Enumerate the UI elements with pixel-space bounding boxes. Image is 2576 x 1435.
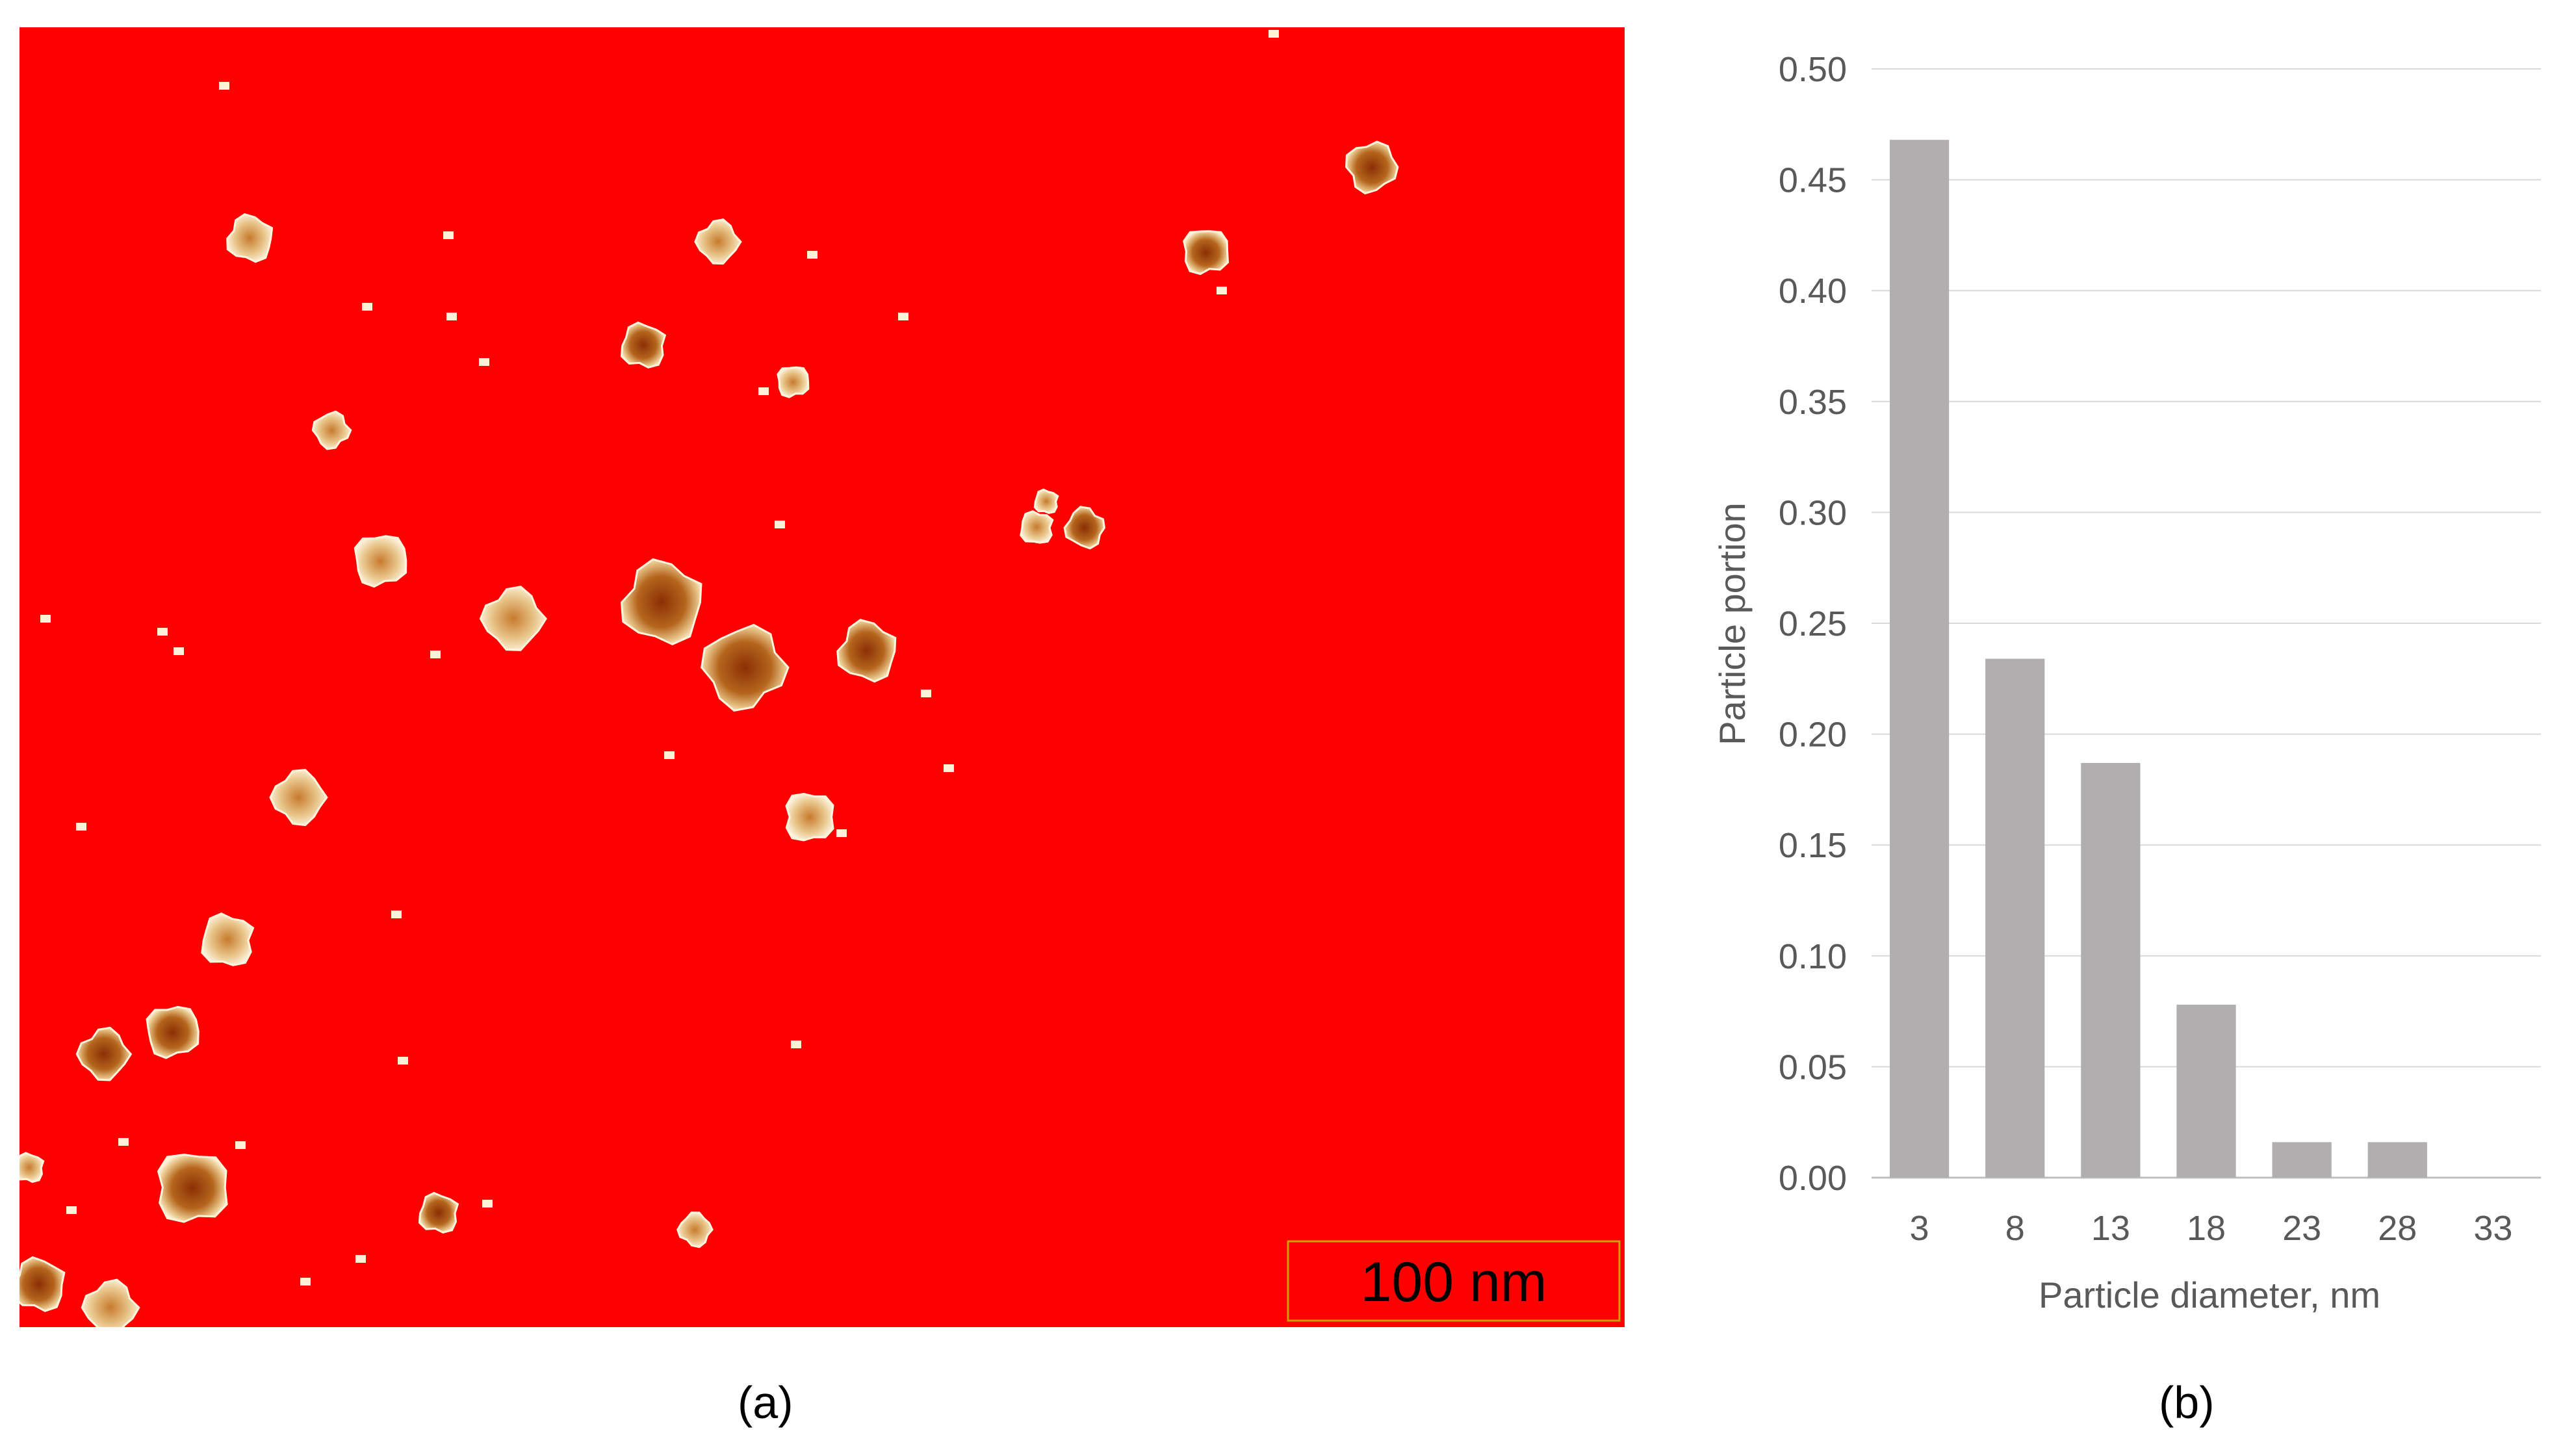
y-tick-label: 0.00 (1779, 1159, 1847, 1198)
bar-23 (2272, 1142, 2332, 1178)
x-tick-labels: 3 8 13 18 23 28 33 (1910, 1209, 2513, 1248)
particle (785, 792, 834, 842)
particle (620, 321, 667, 368)
scale-bar-label: 100 nm (1361, 1251, 1547, 1313)
particle (418, 1191, 459, 1234)
speck (898, 313, 908, 320)
particle (81, 1278, 140, 1327)
speck (76, 823, 86, 831)
y-tick-label: 0.25 (1779, 604, 1847, 643)
speck (807, 251, 818, 259)
bar-8 (1985, 658, 2045, 1178)
speck (219, 82, 229, 90)
particle (311, 410, 352, 450)
speck (391, 911, 402, 918)
particles-layer (19, 30, 1399, 1327)
speck (157, 628, 168, 636)
speck (791, 1041, 801, 1048)
particle (19, 1256, 66, 1312)
particle (1183, 230, 1230, 276)
speck (482, 1200, 493, 1208)
speck (479, 358, 489, 366)
y-axis-label: Particle portion (1712, 502, 1753, 745)
speck (40, 615, 51, 623)
y-tick-labels: 0.00 0.05 0.10 0.15 0.20 0.25 0.30 0.35 0.40 0.45… (1779, 50, 1847, 1198)
speck (836, 829, 847, 837)
x-tick-label: 33 (2473, 1209, 2512, 1248)
afm-background (19, 27, 1625, 1327)
x-axis-label: Particle diameter, nm (2039, 1274, 2380, 1315)
particle (620, 558, 702, 645)
particle (1063, 506, 1106, 550)
particle (146, 1005, 200, 1059)
speck (430, 651, 441, 658)
particle (479, 586, 547, 651)
scale-bar-frame (1287, 1240, 1621, 1322)
y-tick-label: 0.30 (1779, 493, 1847, 532)
particle (201, 912, 255, 966)
caption-b: (b) (2159, 1377, 2215, 1428)
particle (157, 1154, 228, 1223)
particle (226, 213, 274, 263)
speck (443, 231, 454, 239)
speck (664, 751, 675, 759)
speck (921, 690, 931, 697)
histogram-chart: 0.00 0.05 0.10 0.15 0.20 0.25 0.30 0.35 0.40 0.45… (1712, 50, 2541, 1315)
y-tick-label: 0.15 (1779, 826, 1847, 865)
y-tick-label: 0.35 (1779, 383, 1847, 422)
speck (758, 387, 769, 395)
y-tick-label: 0.20 (1779, 716, 1847, 755)
speck (1217, 287, 1227, 294)
speck (775, 521, 785, 528)
particle (75, 1026, 133, 1081)
x-tick-label: 13 (2091, 1209, 2130, 1248)
y-tick-label: 0.05 (1779, 1048, 1847, 1087)
speck (174, 647, 184, 655)
x-tick-label: 18 (2187, 1209, 2226, 1248)
x-tick-label: 28 (2378, 1209, 2417, 1248)
speck (1269, 30, 1279, 38)
particle (19, 1152, 45, 1183)
speck (300, 1278, 311, 1286)
speck (944, 764, 954, 772)
particle (676, 1211, 714, 1248)
grid-layer (1872, 68, 2541, 1179)
particle (1033, 488, 1059, 514)
bar-18 (2176, 1004, 2236, 1178)
y-tick-label: 0.40 (1779, 272, 1847, 311)
particle (1020, 510, 1054, 544)
x-tick-label: 23 (2282, 1209, 2321, 1248)
particle (701, 623, 790, 712)
particle (269, 768, 328, 827)
particle (836, 619, 897, 683)
bar-13 (2081, 762, 2141, 1178)
speck (235, 1141, 246, 1149)
scale-bar: 100 nm (1287, 1240, 1621, 1322)
caption-a: (a) (738, 1377, 793, 1428)
bar-3 (1889, 140, 1950, 1178)
speck (355, 1255, 366, 1263)
bar-layer (1889, 140, 2427, 1178)
speck (66, 1206, 77, 1214)
particle (777, 366, 810, 398)
x-tick-label: 8 (2005, 1209, 2025, 1248)
speck (118, 1138, 129, 1146)
particle (1345, 140, 1399, 195)
x-tick-label: 3 (1910, 1209, 1929, 1248)
particle (354, 535, 407, 588)
speck (398, 1057, 408, 1065)
speck (362, 303, 372, 311)
y-tick-label: 0.10 (1779, 937, 1847, 976)
speck (446, 313, 457, 320)
afm-image: 100 nm (19, 27, 1625, 1327)
particle (694, 218, 742, 265)
y-tick-label: 0.50 (1779, 50, 1847, 89)
bar-28 (2367, 1142, 2427, 1178)
y-tick-label: 0.45 (1779, 161, 1847, 200)
